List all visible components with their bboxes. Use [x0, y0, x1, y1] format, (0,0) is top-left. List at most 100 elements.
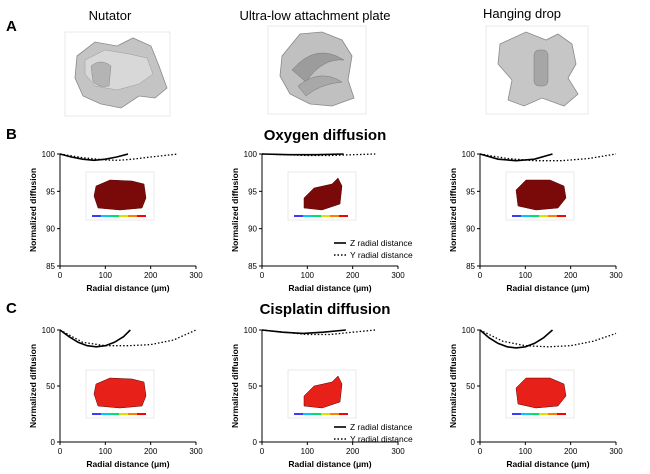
y-tick-label: 50 — [46, 382, 55, 391]
x-tick-label: 300 — [391, 447, 405, 456]
y-tick-label: 100 — [462, 326, 476, 335]
spheroid-inset — [287, 171, 357, 221]
y-tick-label: 100 — [42, 150, 56, 159]
color-scale-segment — [539, 413, 548, 415]
y-tick-label: 95 — [466, 187, 475, 196]
spheroid-shape — [303, 375, 343, 409]
color-scale-segment — [119, 215, 128, 217]
color-scale-segment — [110, 215, 119, 217]
color-scale-segment — [137, 413, 146, 415]
color-scale-segment — [539, 215, 548, 217]
y-tick-label: 95 — [46, 187, 55, 196]
series-line-y-radial — [261, 329, 376, 336]
x-tick-label: 300 — [189, 447, 203, 456]
spheroid-inset — [505, 171, 575, 221]
color-scale-segment — [530, 215, 539, 217]
series-line-z-radial — [479, 153, 553, 162]
x-tick-label: 200 — [564, 271, 578, 280]
x-tick-label: 100 — [99, 271, 113, 280]
condition-title-ultra-low: Ultra-low attachment plate — [239, 8, 391, 23]
x-tick-label: 300 — [189, 271, 203, 280]
color-scale-segment — [512, 215, 521, 217]
y-axis-label: Normalized diffusion — [28, 344, 38, 428]
spheroid-shape — [515, 179, 567, 211]
y-tick-label: 100 — [462, 150, 476, 159]
x-tick-label: 200 — [564, 447, 578, 456]
x-tick-label: 100 — [519, 447, 533, 456]
condition-title-nutator: Nutator — [88, 8, 132, 23]
row-title-oxygen: Oxygen diffusion — [263, 127, 387, 144]
spheroid-inset — [505, 369, 575, 419]
inset-frame — [85, 171, 155, 221]
color-scale-segment — [339, 413, 348, 415]
panel-letter-a: A — [6, 18, 17, 35]
color-scale-segment — [92, 215, 101, 217]
series-line-y-radial — [479, 329, 617, 348]
color-scale-segment — [101, 413, 110, 415]
y-axis-label: Normalized diffusion — [448, 168, 458, 252]
color-scale-segment — [137, 215, 146, 217]
color-scale-segment — [548, 413, 557, 415]
inset-frame — [287, 369, 357, 419]
color-scale-segment — [128, 413, 137, 415]
color-scale-segment — [294, 413, 303, 415]
y-tick-label: 50 — [248, 382, 257, 391]
x-tick-label: 100 — [519, 271, 533, 280]
x-tick-label: 200 — [346, 271, 360, 280]
color-scale-segment — [294, 215, 303, 217]
color-scale-segment — [312, 215, 321, 217]
y-tick-label: 100 — [244, 326, 258, 335]
series-line-y-radial — [261, 153, 376, 157]
legend-label-y: Y radial distance — [350, 434, 413, 444]
color-scale-segment — [321, 215, 330, 217]
inset-frame — [505, 171, 575, 221]
x-tick-label: 100 — [301, 271, 315, 280]
x-axis-label: Radial distance (μm) — [506, 283, 589, 293]
x-tick-label: 0 — [260, 447, 265, 456]
chart-oxygen-nutator: 85 90 95 100 0 100 200 300 Radial distance (μm) N… — [28, 150, 203, 293]
y-tick-label: 100 — [42, 326, 56, 335]
color-scale-segment — [521, 215, 530, 217]
x-axis-label: Radial distance (μm) — [86, 459, 169, 469]
series-line-z-radial — [261, 329, 346, 335]
y-axis-label: Normalized diffusion — [448, 344, 458, 428]
y-tick-label: 0 — [471, 438, 476, 447]
y-tick-label: 85 — [46, 262, 55, 271]
spheroid-inset — [85, 171, 155, 221]
color-scale-segment — [557, 413, 566, 415]
color-scale-segment — [521, 413, 530, 415]
spheroid-inset — [85, 369, 155, 419]
panel-letter-b: B — [6, 126, 17, 143]
x-axis-label: Radial distance (μm) — [288, 283, 371, 293]
series-line-z-radial — [59, 153, 129, 162]
render-nutator — [64, 31, 171, 117]
legend-cisplatin: Z radial distance Y radial distance — [334, 422, 413, 444]
y-tick-label: 90 — [248, 225, 257, 234]
legend-label-z: Z radial distance — [350, 422, 413, 432]
inset-frame — [287, 171, 357, 221]
color-scale-segment — [303, 215, 312, 217]
inset-frame — [85, 369, 155, 419]
y-tick-label: 90 — [46, 225, 55, 234]
y-tick-label: 100 — [244, 150, 258, 159]
x-axis-label: Radial distance (μm) — [506, 459, 589, 469]
color-scale-segment — [119, 413, 128, 415]
x-tick-label: 300 — [609, 271, 623, 280]
x-axis-label: Radial distance (μm) — [288, 459, 371, 469]
spheroid-shape — [303, 177, 343, 211]
legend-oxygen: Z radial distance Y radial distance — [334, 238, 413, 260]
color-scale-segment — [321, 413, 330, 415]
chart-cisplatin-ultra-low: 0 50 100 0 100 200 300 Radial distance (μm) Norm… — [230, 326, 405, 469]
spheroid-shape — [515, 377, 567, 409]
y-tick-label: 90 — [466, 225, 475, 234]
legend-label-y: Y radial distance — [350, 250, 413, 260]
inset-frame — [505, 369, 575, 419]
spheroid-inset — [287, 369, 357, 419]
chart-cisplatin-hanging-drop: 0 50 100 0 100 200 300 Radial distance (μm) Norm… — [448, 326, 623, 469]
x-tick-label: 0 — [260, 271, 265, 280]
x-tick-label: 0 — [58, 271, 63, 280]
x-tick-label: 300 — [391, 271, 405, 280]
condition-title-hanging-drop: Hanging drop — [482, 6, 562, 21]
color-scale-segment — [557, 215, 566, 217]
chart-cisplatin-nutator: 0 50 100 0 100 200 300 Radial distance (μm) Norm… — [28, 326, 203, 469]
